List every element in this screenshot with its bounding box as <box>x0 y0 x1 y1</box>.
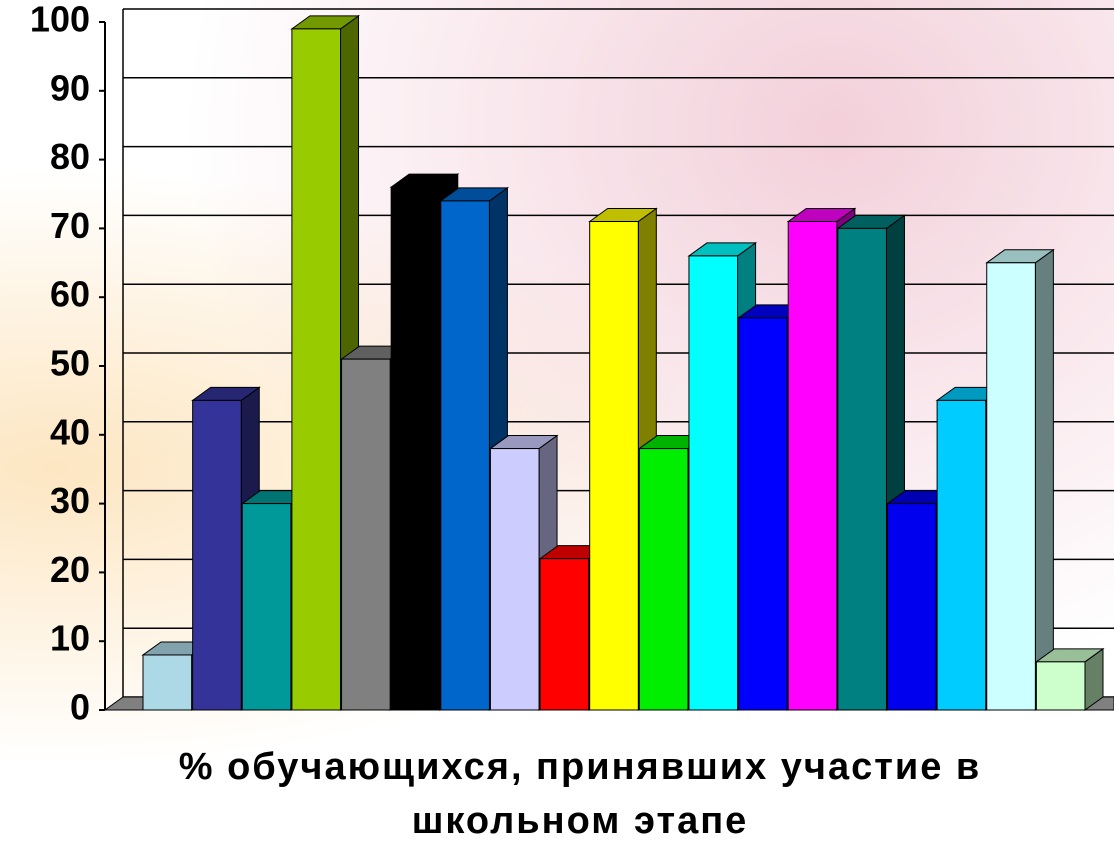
y-tick-label: 30 <box>50 480 90 521</box>
bar <box>489 448 540 711</box>
y-tick-label: 40 <box>50 411 90 452</box>
bar <box>738 317 788 711</box>
bar <box>1035 661 1086 711</box>
bar <box>440 200 490 711</box>
bar <box>986 262 1036 711</box>
bar-side <box>1034 248 1054 711</box>
bar <box>192 399 242 711</box>
bar <box>936 399 987 711</box>
y-tick-label: 100 <box>30 0 90 40</box>
y-tick-label: 80 <box>50 136 90 177</box>
y-tick-label: 10 <box>50 618 90 659</box>
bar <box>341 358 391 711</box>
y-tick-label: 90 <box>50 67 90 108</box>
bar <box>539 558 590 711</box>
bar <box>390 186 441 711</box>
bar <box>886 503 937 711</box>
chart-title: % обучающихся, принявших участие в школь… <box>178 746 982 842</box>
bar <box>291 28 342 711</box>
bar <box>241 503 292 711</box>
bar <box>589 221 639 711</box>
y-tick-label: 20 <box>50 549 90 590</box>
y-tick-label: 0 <box>70 687 90 728</box>
y-tick-label: 70 <box>50 205 90 246</box>
y-tick-label: 60 <box>50 274 90 315</box>
y-tick-label: 50 <box>50 343 90 384</box>
bar <box>638 448 689 711</box>
bar <box>787 221 838 711</box>
bar <box>837 227 887 711</box>
bar <box>142 654 193 711</box>
bar <box>688 255 739 711</box>
